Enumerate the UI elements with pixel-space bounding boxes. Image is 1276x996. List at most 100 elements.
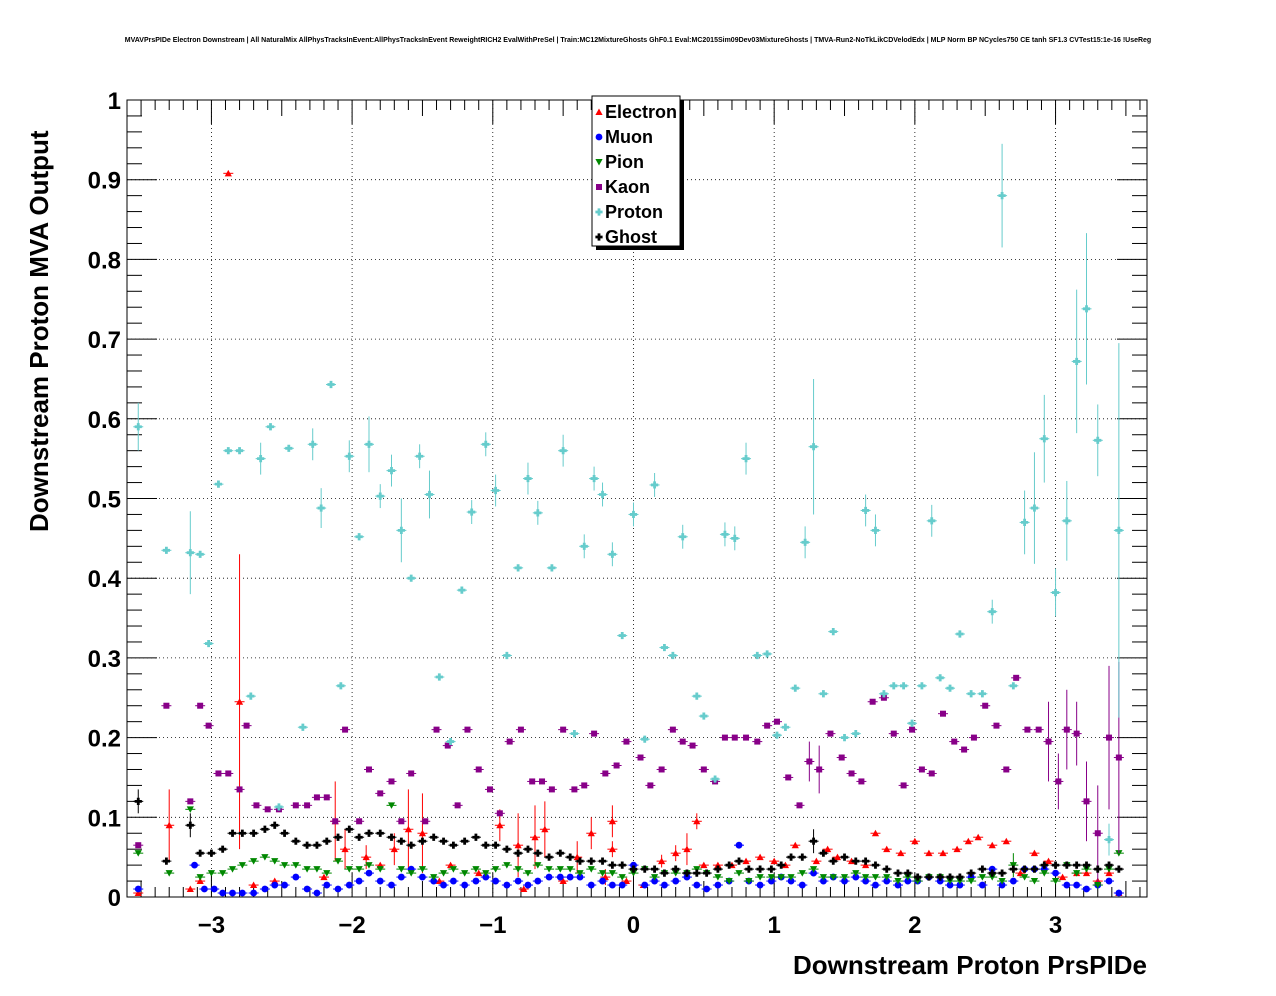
electron-point [672,849,680,857]
ghost-point [1021,865,1029,873]
pion-point [492,866,500,873]
ghost-point [556,849,564,857]
y-tick-label: 0.8 [88,247,121,274]
kaon-point [773,718,780,725]
ghost-point [1051,861,1060,869]
legend-marker-electron [595,108,603,115]
proton-point [275,803,283,811]
proton-point [598,490,607,499]
kaon-point [1035,726,1042,733]
kaon-point [1045,738,1052,745]
proton-point [763,650,771,658]
electron-point [418,829,427,837]
proton-point [908,719,916,727]
proton-point [946,684,954,692]
pion-point [871,874,880,881]
muon-point [798,881,806,889]
muon-point [566,873,574,881]
kaon-point [647,782,654,789]
muon-point [714,881,722,889]
pion-point [725,878,733,885]
electron-point [1105,869,1113,877]
y-tick-label: 0.3 [88,646,121,673]
kaon-point [292,802,299,809]
proton-point [309,440,317,448]
electron-point [341,845,349,853]
kaon-point [785,774,792,781]
muon-point [345,881,353,889]
ghost-point [798,853,806,861]
proton-point [1073,357,1081,366]
proton-point [819,690,828,698]
kaon-point [623,738,630,745]
kaon-point [602,770,609,777]
muon-point [430,877,438,885]
pion-point [693,866,701,873]
legend-marker-ghost [595,233,603,241]
x-tick-label: 3 [1049,912,1062,939]
ghost-point [162,857,170,865]
x-tick-label: −1 [479,912,506,939]
proton-point [514,564,522,572]
proton-point [608,550,616,558]
pion-point [1073,870,1081,877]
proton-point [580,542,588,550]
proton-point [829,627,837,636]
ghost-point [1082,861,1091,869]
electron-point [791,841,799,849]
proton-point [1115,526,1123,534]
proton-point [693,692,701,700]
kaon-point [506,738,513,745]
pion-point [207,870,216,877]
electron-point [658,857,666,865]
kaon-point [539,778,546,785]
ghost-point [672,865,680,873]
electron-point [897,849,905,857]
kaon-point [323,794,330,801]
kaon-point [909,726,916,733]
muon-point [988,865,996,873]
electron-point [404,825,412,833]
ghost-point [641,865,649,873]
ghost-point [978,865,986,873]
electron-point [833,853,842,861]
pion-point [186,806,194,813]
electron-point [196,877,204,885]
pion-point [482,870,490,877]
kaon-point [940,710,946,717]
ghost-point [998,869,1006,877]
ghost-point [852,857,860,865]
ghost-point [650,865,659,873]
muon-point [661,881,668,889]
ghost-point [1063,861,1071,869]
legend-marker-kaon [596,184,602,190]
pion-point [840,874,849,881]
pion-point [323,870,331,877]
proton-point [214,480,223,488]
ghost-point [1073,861,1081,869]
kaon-point [1055,778,1062,785]
pion-point [883,874,891,881]
pion-point [650,874,659,881]
proton-point [641,735,649,743]
pion-point [449,866,457,873]
proton-point [559,447,567,455]
ghost-point [725,861,733,869]
pion-point [524,870,532,877]
kaon-point [215,770,222,777]
ghost-point [514,849,522,857]
pion-point [598,870,607,877]
x-tick-label: −3 [198,912,225,939]
ghost-point [280,829,289,837]
kaon-point [365,766,372,773]
muon-point [503,881,511,889]
muon-point [872,881,879,889]
kaon-point [422,818,429,825]
ghost-point [629,865,638,873]
electron-point [622,877,631,885]
muon-point [998,881,1006,889]
kaon-point [637,754,644,761]
pion-point [238,862,246,869]
electron-point [320,873,328,881]
electron-point [1044,857,1053,865]
